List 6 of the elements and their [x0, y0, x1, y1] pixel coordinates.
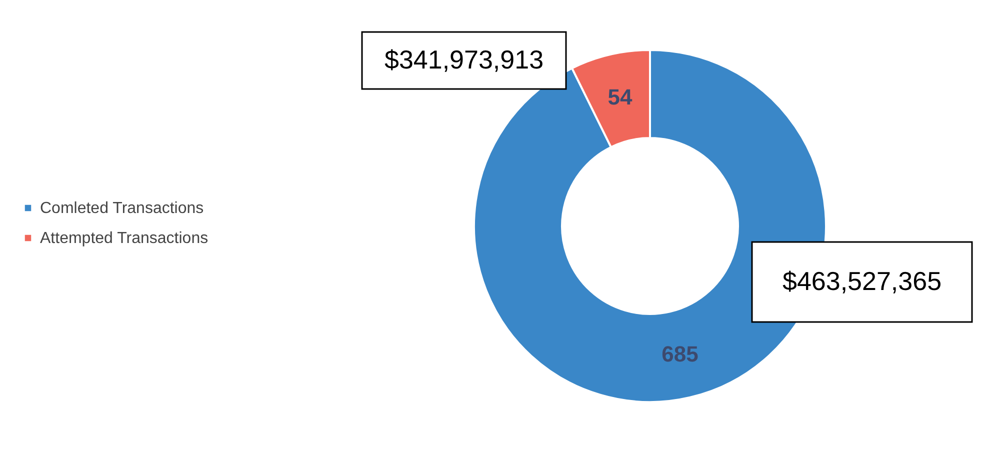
text: $341,973,913 [384, 44, 544, 74]
text: $463,527,365 [782, 266, 942, 296]
legend-label: Attempted Transactions [40, 230, 208, 247]
legend-label: Comleted Transactions [40, 200, 204, 217]
data-label: 685 [662, 342, 698, 367]
data-label: 54 [608, 84, 633, 110]
